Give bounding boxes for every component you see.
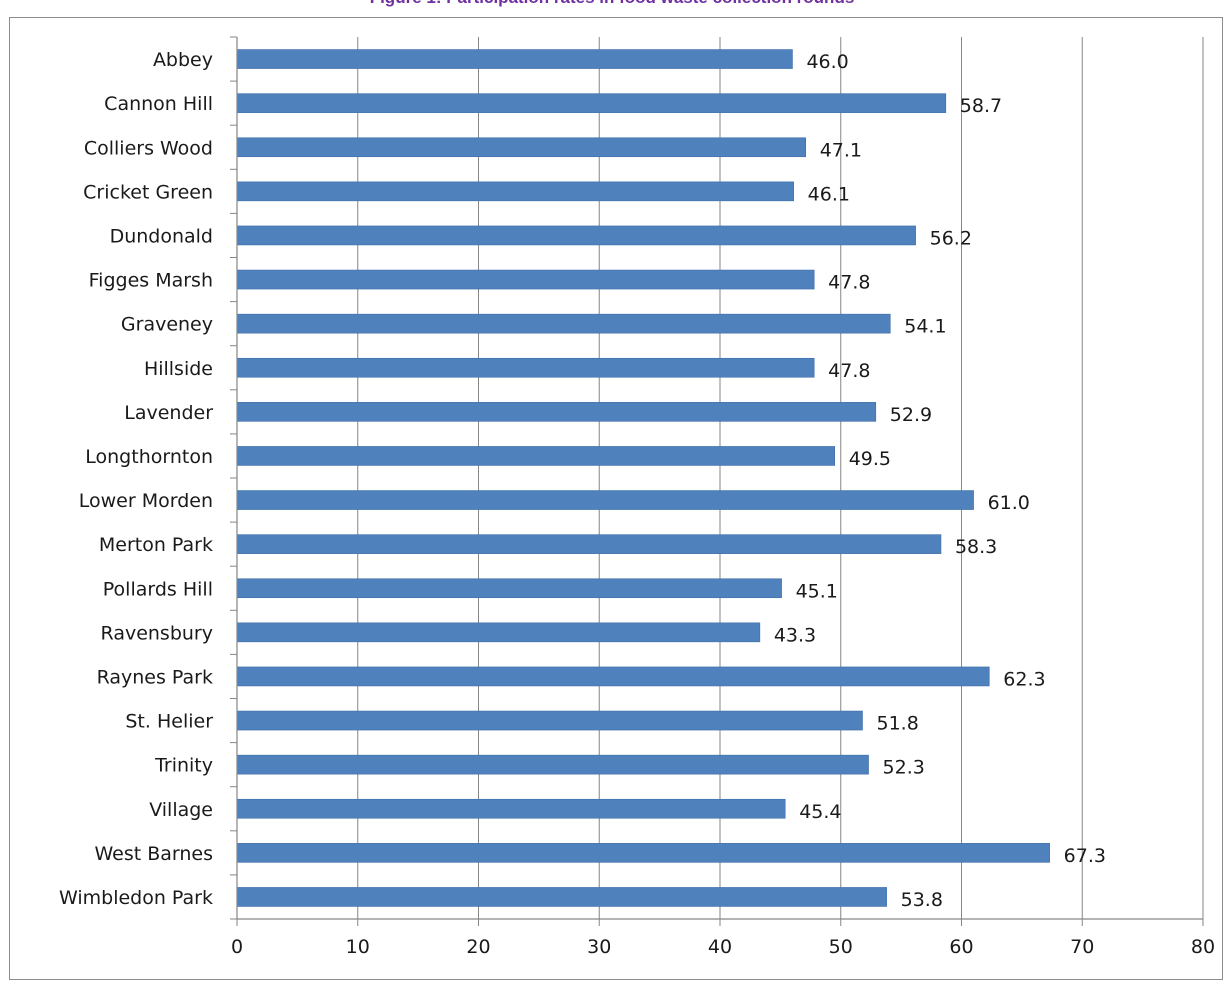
- category-label: Cricket Green: [83, 181, 213, 203]
- data-label: 46.0: [806, 51, 848, 73]
- bar: [236, 137, 807, 158]
- data-label: 49.5: [849, 448, 891, 470]
- data-label: 51.8: [876, 713, 918, 735]
- data-label: 45.4: [799, 801, 841, 823]
- category-label: Figges Marsh: [89, 270, 213, 292]
- category-label: Abbey: [153, 49, 213, 71]
- x-tick-label: 40: [708, 936, 732, 958]
- x-tick-label: 80: [1191, 936, 1215, 958]
- gridlines: [357, 37, 1204, 919]
- data-label: 52.3: [883, 757, 925, 779]
- category-label: Trinity: [154, 755, 213, 777]
- category-label: West Barnes: [94, 843, 213, 865]
- data-label: 53.8: [901, 889, 943, 911]
- category-label: Ravensbury: [101, 622, 213, 644]
- bar: [236, 843, 1050, 863]
- x-tick-label: 30: [587, 936, 611, 958]
- bar: [236, 402, 877, 422]
- category-label: Dundonald: [110, 225, 213, 247]
- bar: [236, 490, 974, 510]
- category-label: Raynes Park: [97, 666, 213, 688]
- data-label: 43.3: [774, 624, 816, 646]
- data-label: 56.2: [930, 227, 972, 249]
- bar: [236, 710, 863, 731]
- axes: [230, 36, 1204, 926]
- data-label: 61.0: [988, 492, 1030, 514]
- category-label: Longthornton: [85, 446, 213, 468]
- data-label: 47.1: [820, 139, 862, 161]
- bars: [236, 49, 1050, 907]
- data-label: 58.3: [955, 536, 997, 558]
- bar: [236, 93, 947, 113]
- category-label: Wimbledon Park: [59, 887, 213, 909]
- bar: [236, 357, 815, 378]
- bar: [236, 622, 761, 643]
- data-label: 47.8: [828, 360, 870, 382]
- category-label: Graveney: [121, 314, 213, 336]
- bar: [236, 269, 815, 290]
- data-label: 54.1: [904, 316, 946, 338]
- category-label: Cannon Hill: [104, 93, 213, 115]
- x-tick-label: 20: [466, 936, 490, 958]
- bar: [236, 887, 887, 907]
- data-label: 47.8: [828, 272, 870, 294]
- x-tick-label: 70: [1070, 936, 1094, 958]
- category-label: Village: [149, 799, 213, 821]
- category-label: Colliers Wood: [84, 137, 213, 159]
- category-label: St. Helier: [125, 711, 213, 733]
- category-label: Pollards Hill: [103, 578, 213, 600]
- data-label: 67.3: [1064, 845, 1106, 867]
- bar: [236, 446, 836, 466]
- category-label: Lower Morden: [79, 490, 213, 512]
- bar: [236, 534, 942, 554]
- bar: [236, 49, 793, 69]
- bar: [236, 754, 869, 775]
- x-tick-label: 60: [949, 936, 973, 958]
- bar: [236, 225, 916, 246]
- chart-title: Figure 1: Participation rates in food wa…: [0, 0, 1224, 8]
- category-label: Lavender: [124, 402, 213, 424]
- data-label: 62.3: [1003, 668, 1045, 690]
- x-tick-label: 0: [231, 936, 243, 958]
- data-label: 52.9: [890, 404, 932, 426]
- bar: [236, 181, 794, 202]
- data-label: 46.1: [808, 183, 850, 205]
- x-tick-label: 50: [829, 936, 853, 958]
- bar: [236, 313, 891, 334]
- labels: 0 10 20 30 40 50 60 70 80 Abbey 46.0 Cannon Hill 58.…: [59, 49, 1215, 958]
- x-tick-label: 10: [346, 936, 370, 958]
- category-label: Hillside: [144, 358, 213, 380]
- bar: [236, 666, 990, 687]
- chart-frame: [9, 17, 1223, 980]
- bar: [236, 798, 786, 819]
- category-label: Merton Park: [99, 534, 213, 556]
- bar: [236, 578, 782, 599]
- data-label: 58.7: [960, 95, 1002, 117]
- data-label: 45.1: [796, 580, 838, 602]
